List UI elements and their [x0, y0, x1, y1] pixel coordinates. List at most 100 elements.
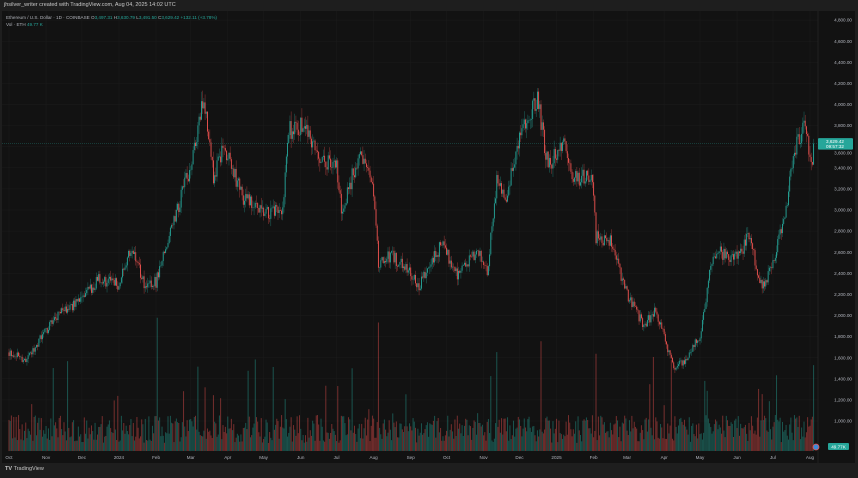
volume-bar [725, 415, 727, 451]
y-axis-tick: 4,400.00 [834, 60, 852, 65]
last-price-badge [818, 138, 853, 150]
volume-bar [560, 434, 562, 451]
y-axis-tick: 1,200.00 [834, 398, 852, 403]
volume-bar [39, 429, 41, 451]
candle-body [210, 142, 212, 157]
volume-bar [486, 421, 488, 451]
candle-body [273, 206, 275, 216]
volume-bar [166, 433, 168, 451]
candle-body [756, 269, 758, 276]
candle-body [741, 248, 743, 252]
volume-bar [789, 424, 791, 451]
candle-body [59, 312, 61, 314]
candle-body [73, 300, 75, 311]
candle-body [45, 328, 47, 329]
candle-body [279, 210, 281, 211]
candle-body [416, 283, 418, 288]
volume-bar [412, 418, 414, 451]
candle-body [693, 344, 695, 348]
candle-body [681, 360, 683, 366]
candle-body [68, 308, 70, 310]
volume-bar [539, 429, 541, 451]
candle-body [405, 264, 407, 270]
volume-bar [112, 433, 114, 451]
candle-body [309, 130, 311, 139]
volume-bar [228, 428, 230, 451]
candle-body [570, 163, 572, 172]
volume-bar [338, 442, 340, 451]
x-axis-tick: Sep [407, 455, 416, 460]
candle-body [737, 251, 739, 259]
candle-body [308, 130, 310, 137]
volume-bar [206, 428, 208, 451]
volume-bar [782, 421, 784, 451]
volume-bar [81, 442, 83, 451]
candle-body [560, 142, 562, 152]
volume-bar [381, 438, 383, 451]
volume-bar [489, 433, 491, 451]
volume-bar [15, 416, 17, 451]
volume-bar [379, 427, 381, 451]
tradingview-logo[interactable]: TV TradingView [5, 466, 44, 472]
volume-bar [316, 415, 318, 451]
volume-bar [542, 433, 544, 451]
volume-bar [267, 442, 269, 451]
candle-body [666, 341, 667, 345]
volume-bar [227, 416, 229, 451]
volume-bar [40, 418, 42, 451]
volume-bar [649, 384, 651, 451]
candle-body [547, 151, 549, 168]
candle-body [175, 209, 177, 222]
volume-bar [594, 430, 596, 451]
candle-body [354, 175, 355, 178]
volume-bar [356, 441, 358, 451]
candle-body [61, 308, 63, 314]
volume-bar [397, 437, 399, 451]
volume-bar [657, 437, 659, 451]
candle-body [214, 175, 216, 184]
volume-bar [221, 439, 223, 451]
candle-body [657, 314, 659, 322]
candle-body [493, 203, 495, 219]
volume-bar [650, 427, 652, 451]
volume-bar [212, 395, 214, 451]
volume-bar [382, 423, 384, 451]
candle-body [27, 355, 29, 359]
volume-bar [469, 426, 471, 451]
volume-bar [477, 413, 479, 451]
candle-body [804, 120, 806, 127]
candle-body [701, 319, 703, 332]
candle-body [108, 276, 110, 279]
volume-bar [98, 426, 100, 451]
candle-body [203, 102, 205, 109]
candle-body [272, 206, 274, 208]
volume-bar [432, 420, 434, 451]
candle-body [239, 178, 241, 190]
candle-body [67, 308, 69, 313]
candle-body [715, 256, 717, 259]
volume-bar [723, 430, 725, 451]
candle-body [403, 266, 404, 268]
candle-body [187, 178, 189, 182]
volume-bar [496, 352, 498, 451]
candle-body [22, 360, 24, 362]
candle-body [313, 140, 315, 142]
candle-body [605, 235, 607, 239]
volume-bar [229, 428, 231, 451]
chart-area[interactable] [2, 11, 855, 463]
candle-body [185, 172, 187, 178]
candle-body [282, 207, 284, 215]
candle-body [348, 187, 349, 190]
volume-bar [327, 432, 329, 451]
candle-body [642, 318, 644, 328]
volume-bar [130, 418, 132, 451]
volume-bar [541, 431, 543, 451]
volume-bar [92, 431, 94, 451]
volume-bar [718, 424, 720, 451]
candle-body [764, 281, 766, 287]
candle-body [754, 250, 756, 266]
volume-bar [94, 422, 96, 451]
volume-bar [254, 359, 256, 451]
candle-body [658, 321, 660, 325]
